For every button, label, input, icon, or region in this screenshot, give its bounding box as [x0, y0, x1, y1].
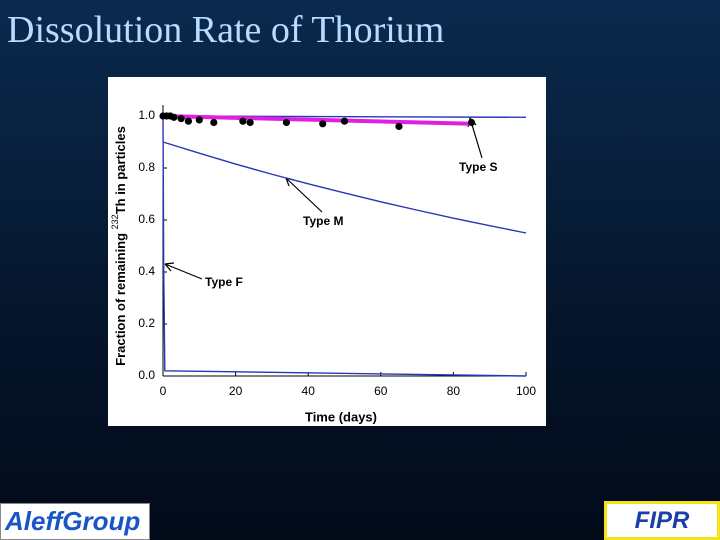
series-label: Type F: [205, 275, 243, 289]
fipr-logo-text: FIPR: [607, 504, 717, 537]
y-tick-label: 0.4: [138, 264, 155, 278]
data-point: [319, 120, 327, 128]
model-line: [162, 141, 527, 234]
data-point: [177, 115, 185, 123]
y-tick-label: 1.0: [138, 108, 155, 122]
data-point: [467, 118, 476, 127]
data-point: [170, 113, 178, 121]
data-point: [282, 118, 291, 127]
x-tick-label: 80: [447, 384, 461, 398]
x-tick-label: 60: [374, 384, 388, 398]
arrow: [164, 262, 203, 280]
chart-panel: [108, 77, 546, 426]
y-tick-label: 0.6: [138, 212, 155, 226]
series-label: Type M: [303, 214, 343, 228]
fit-line: [162, 114, 472, 126]
y-tick-label: 0.0: [138, 368, 155, 382]
y-tick-label: 0.8: [138, 160, 155, 174]
data-point: [210, 118, 218, 127]
y-axis-label: Fraction of remaining 232Th in particles: [110, 126, 128, 366]
x-tick-label: 100: [516, 384, 536, 398]
data-point: [195, 116, 203, 124]
x-tick-label: 0: [160, 384, 167, 398]
y-label-part: Fraction of remaining: [113, 229, 128, 366]
model-line: [162, 115, 527, 377]
fipr-logo: FIPR: [604, 501, 720, 540]
x-tick-label: 40: [302, 384, 316, 398]
x-tick-label: 20: [229, 384, 243, 398]
slide-title: Dissolution Rate of Thorium: [7, 9, 445, 51]
series-label: Type S: [459, 160, 497, 174]
y-label-superscript: 232: [110, 214, 120, 229]
data-point: [239, 117, 247, 125]
y-label-part: Th in particles: [113, 126, 128, 214]
data-point: [184, 117, 193, 125]
y-tick-label: 0.2: [138, 316, 155, 330]
data-point: [340, 117, 349, 125]
data-point: [246, 118, 254, 127]
aleff-logo: AleffGroup: [0, 503, 150, 540]
x-axis-label: Time (days): [305, 409, 377, 424]
data-point: [395, 122, 403, 130]
